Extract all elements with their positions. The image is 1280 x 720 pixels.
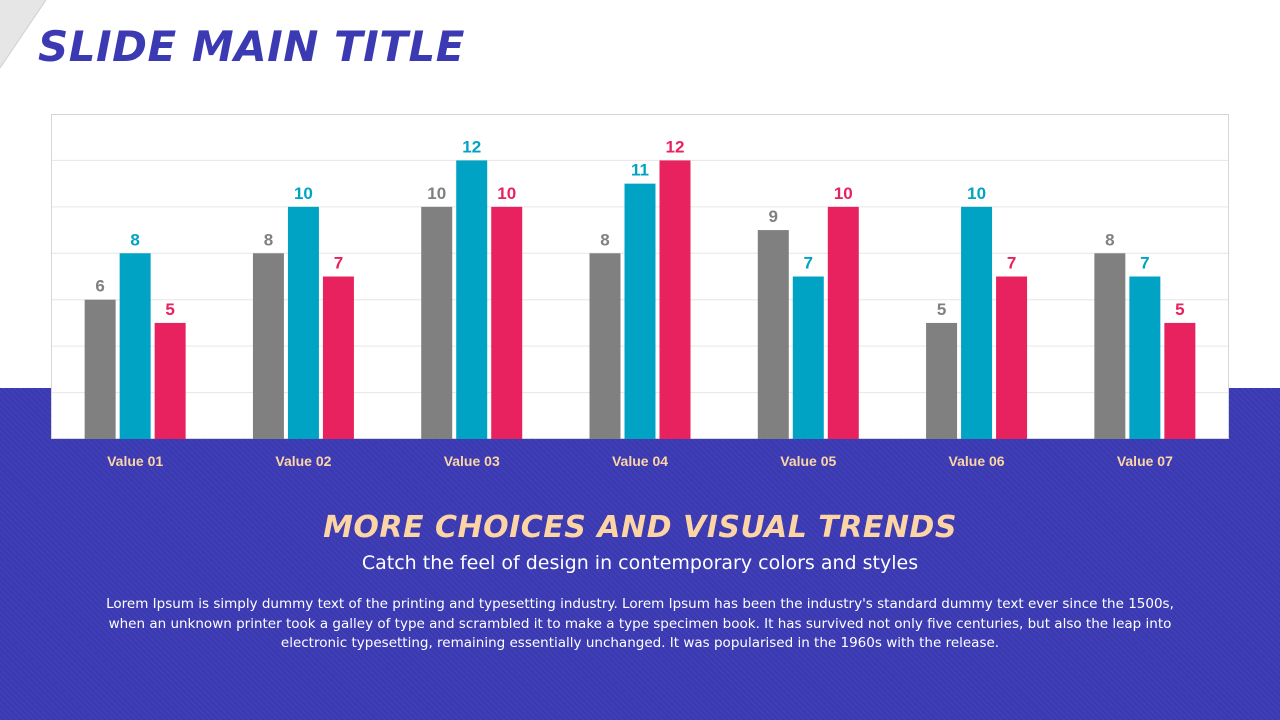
bar [827,206,859,439]
bar [926,322,958,439]
category-label: Value 01 [107,453,163,469]
data-label: 6 [95,277,104,296]
bar [961,206,993,439]
category-label: Value 02 [275,453,331,469]
data-label: 10 [834,184,853,203]
bar [624,183,656,439]
data-label: 10 [427,184,446,203]
category-label: Value 05 [780,453,836,469]
bar [1094,253,1126,439]
data-label: 9 [769,207,778,226]
data-label: 8 [130,230,139,249]
bar [659,160,691,439]
corner-decoration [0,0,60,80]
data-label: 11 [631,161,649,180]
data-label: 10 [497,184,516,203]
bar [757,230,789,439]
data-label: 12 [462,137,481,156]
data-label: 8 [264,230,273,249]
bar [456,160,488,439]
category-label: Value 04 [612,453,668,469]
category-label: Value 07 [1117,453,1173,469]
data-label: 10 [967,184,986,203]
category-label: Value 06 [949,453,1005,469]
section-heading: MORE CHOICES AND VISUAL TRENDS [323,510,957,545]
bar [996,276,1028,439]
bar [421,206,453,439]
bar [154,322,186,439]
data-label: 5 [937,300,946,319]
data-label: 7 [334,254,343,273]
bar [792,276,824,439]
data-label: 10 [294,184,313,203]
data-label: 7 [1140,254,1149,273]
data-label: 5 [1175,300,1184,319]
bottom-band [0,388,1280,720]
data-label: 7 [804,254,813,273]
data-label: 12 [666,137,685,156]
bar [84,299,116,439]
category-label: Value 03 [444,453,500,469]
bar-chart: 6 8 5 Value 01 8 10 7 Value 02 10 12 10 Value 03 8 11… [52,137,1228,469]
bar [322,276,354,439]
bar [1129,276,1161,439]
data-label: 5 [165,300,174,319]
bar [491,206,523,439]
bar [1164,322,1196,439]
bar [252,253,284,439]
tagline: Catch the feel of design in contemporary… [361,552,919,574]
bar [589,253,621,439]
body-paragraph: Lorem Ipsum is simply dummy text of the … [106,596,1174,651]
data-label: 8 [1105,230,1114,249]
slide-title: SLIDE MAIN TITLE [38,22,465,71]
data-label: 8 [600,230,609,249]
data-label: 7 [1007,254,1016,273]
bar [119,253,151,439]
bar [287,206,319,439]
